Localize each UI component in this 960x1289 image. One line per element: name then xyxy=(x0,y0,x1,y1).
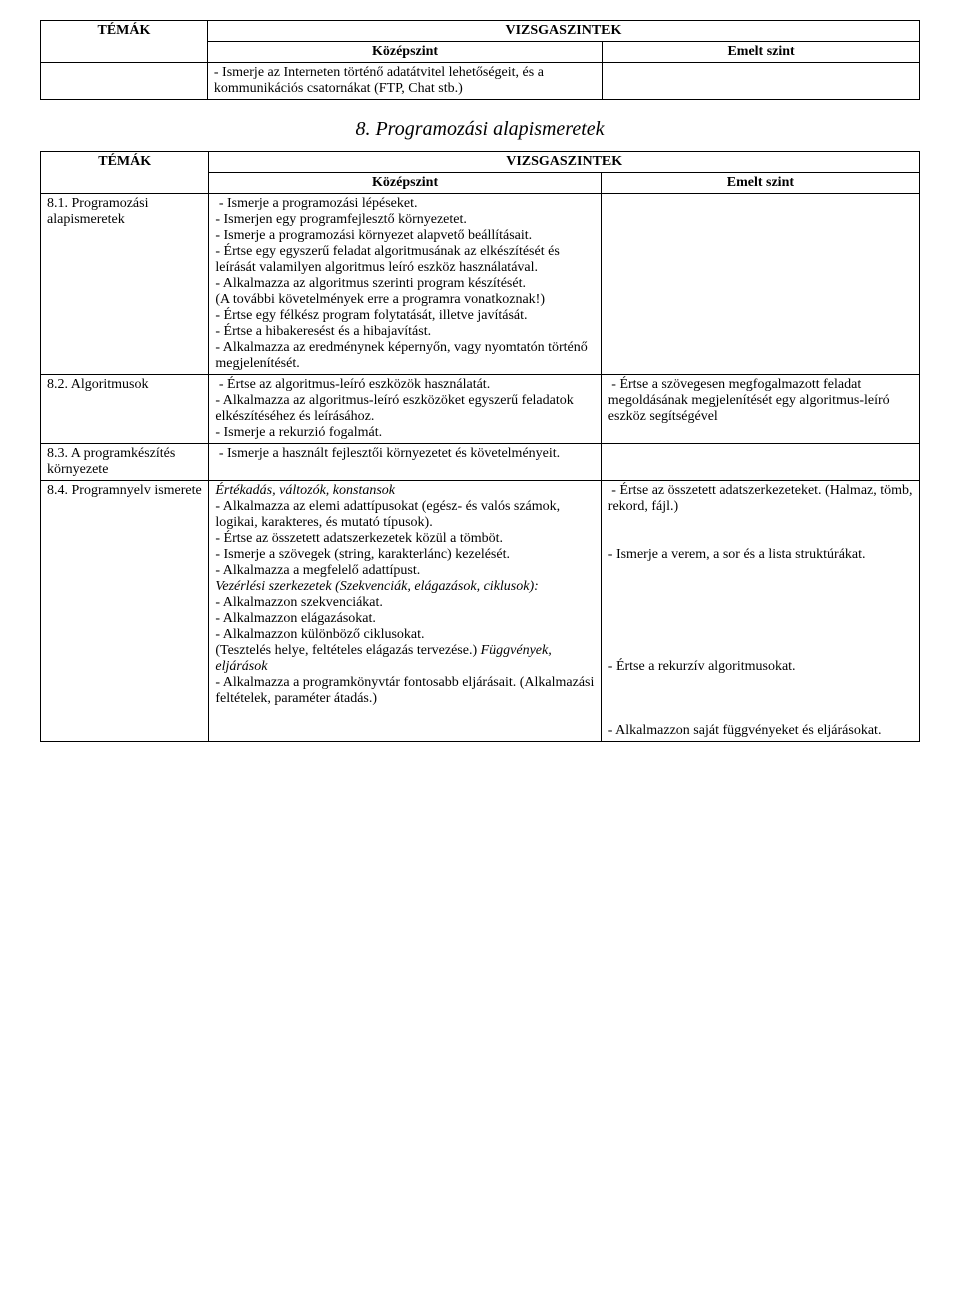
mid-8-4-italic2: Vezérlési szerkezetek (Szekvenciák, elág… xyxy=(215,579,538,594)
topic-8-3: 8.3. A programkészítés környezete xyxy=(41,444,209,481)
row-topic-empty xyxy=(41,63,208,100)
header-right-2: Emelt szint xyxy=(601,173,919,194)
header-mid-2: Középszint xyxy=(209,173,601,194)
mid-8-4-plain1: - Alkalmazza az elemi adattípusokat (egé… xyxy=(215,499,563,578)
row-right-empty xyxy=(603,63,920,100)
mid-8-4-plain2: - Alkalmazzon szekvenciákat. - Alkalmazz… xyxy=(215,595,480,658)
mid-8-3-text: - Ismerje a használt fejlesztői környeze… xyxy=(215,446,560,461)
row-mid-text: - Ismerje az Interneten történő adatátvi… xyxy=(214,65,548,96)
topic-8-4: 8.4. Programnyelv ismerete xyxy=(41,481,209,742)
right-8-2: - Értse a szövegesen megfogalmazott fela… xyxy=(601,375,919,444)
topic-8-2: 8.2. Algoritmusok xyxy=(41,375,209,444)
mid-8-2-text: - Értse az algoritmus-leíró eszközök has… xyxy=(215,377,577,440)
header-levels: VIZSGASZINTEK xyxy=(207,21,919,42)
mid-8-4: Értékadás, változók, konstansok - Alkalm… xyxy=(209,481,601,742)
header-topics: TÉMÁK xyxy=(41,21,208,63)
table-section8: TÉMÁK VIZSGASZINTEK Középszint Emelt szi… xyxy=(40,151,920,742)
header-mid: Középszint xyxy=(207,42,602,63)
right-8-3 xyxy=(601,444,919,481)
table-row: 8.3. A programkészítés környezete - Isme… xyxy=(41,444,920,481)
table-row: 8.2. Algoritmusok - Értse az algoritmus-… xyxy=(41,375,920,444)
right-8-4: - Értse az összetett adatszerkezeteket. … xyxy=(601,481,919,742)
header-topics-2: TÉMÁK xyxy=(41,152,209,194)
header-right: Emelt szint xyxy=(603,42,920,63)
mid-8-1-text: - Ismerje a programozási lépéseket. - Is… xyxy=(215,196,591,371)
topic-8-1: 8.1. Programozási alapismeretek xyxy=(41,194,209,375)
right-8-1 xyxy=(601,194,919,375)
mid-8-1: - Ismerje a programozási lépéseket. - Is… xyxy=(209,194,601,375)
right-8-2-text: - Értse a szövegesen megfogalmazott fela… xyxy=(608,377,893,424)
mid-8-4-italic1: Értékadás, változók, konstansok xyxy=(215,483,395,498)
section-8-title: 8. Programozási alapismeretek xyxy=(40,118,920,141)
table-section7-continuation: TÉMÁK VIZSGASZINTEK Középszint Emelt szi… xyxy=(40,20,920,100)
table-row: 8.4. Programnyelv ismerete Értékadás, vá… xyxy=(41,481,920,742)
table-row: 8.1. Programozási alapismeretek - Ismerj… xyxy=(41,194,920,375)
right-8-4-text: - Értse az összetett adatszerkezeteket. … xyxy=(608,483,916,738)
row-mid: - Ismerje az Interneten történő adatátvi… xyxy=(207,63,602,100)
mid-8-2: - Értse az algoritmus-leíró eszközök has… xyxy=(209,375,601,444)
mid-8-4-plain3: - Alkalmazza a programkönyvtár fontosabb… xyxy=(215,675,598,706)
mid-8-3: - Ismerje a használt fejlesztői környeze… xyxy=(209,444,601,481)
header-levels-2: VIZSGASZINTEK xyxy=(209,152,920,173)
